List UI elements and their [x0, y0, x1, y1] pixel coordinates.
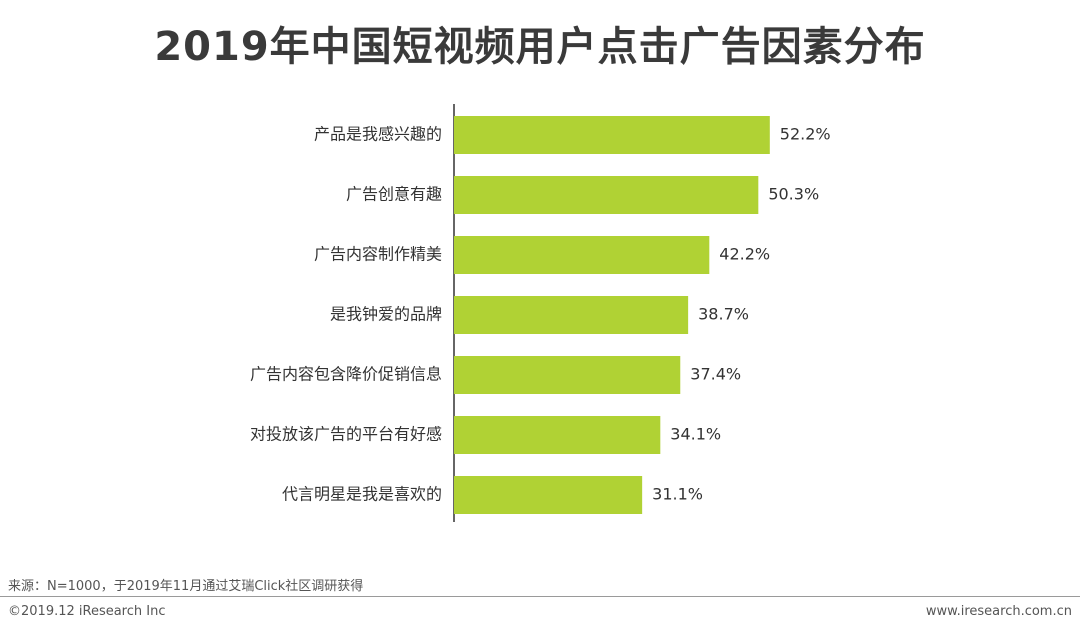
- value-label: 31.1%: [652, 485, 703, 504]
- website-link[interactable]: www.iresearch.com.cn: [925, 604, 1072, 619]
- category-label: 广告内容制作精美: [314, 245, 442, 264]
- bar-7: [454, 476, 643, 514]
- category-label: 产品是我感兴趣的: [314, 125, 442, 144]
- value-label: 34.1%: [670, 425, 721, 444]
- bar-3: [454, 236, 710, 274]
- category-label: 是我钟爱的品牌: [330, 305, 442, 324]
- category-label: 广告创意有趣: [346, 185, 442, 204]
- category-label: 广告内容包含降价促销信息: [250, 365, 442, 384]
- value-label: 42.2%: [719, 245, 770, 264]
- category-label: 对投放该广告的平台有好感: [250, 425, 442, 444]
- value-label: 50.3%: [768, 185, 819, 204]
- bar-chart: 产品是我感兴趣的 52.2% 广告创意有趣 50.3% 广告内容制作精美 42.2% 是我钟…: [250, 104, 831, 522]
- category-label: 代言明星是我是喜欢的: [282, 485, 442, 504]
- footer-divider: [0, 596, 1080, 597]
- bar-6: [454, 416, 661, 454]
- value-label: 52.2%: [780, 125, 831, 144]
- value-label: 38.7%: [698, 305, 749, 324]
- bar-5: [454, 356, 681, 394]
- bar-2: [454, 176, 759, 214]
- value-label: 37.4%: [690, 365, 741, 384]
- bar-1: [454, 116, 770, 154]
- bar-4: [454, 296, 689, 334]
- chart-title: 2019年中国短视频用户点击广告因素分布: [154, 24, 926, 70]
- copyright-text: ©2019.12 iResearch Inc: [8, 604, 166, 619]
- source-note: 来源：N=1000，于2019年11月通过艾瑞Click社区调研获得: [8, 579, 364, 594]
